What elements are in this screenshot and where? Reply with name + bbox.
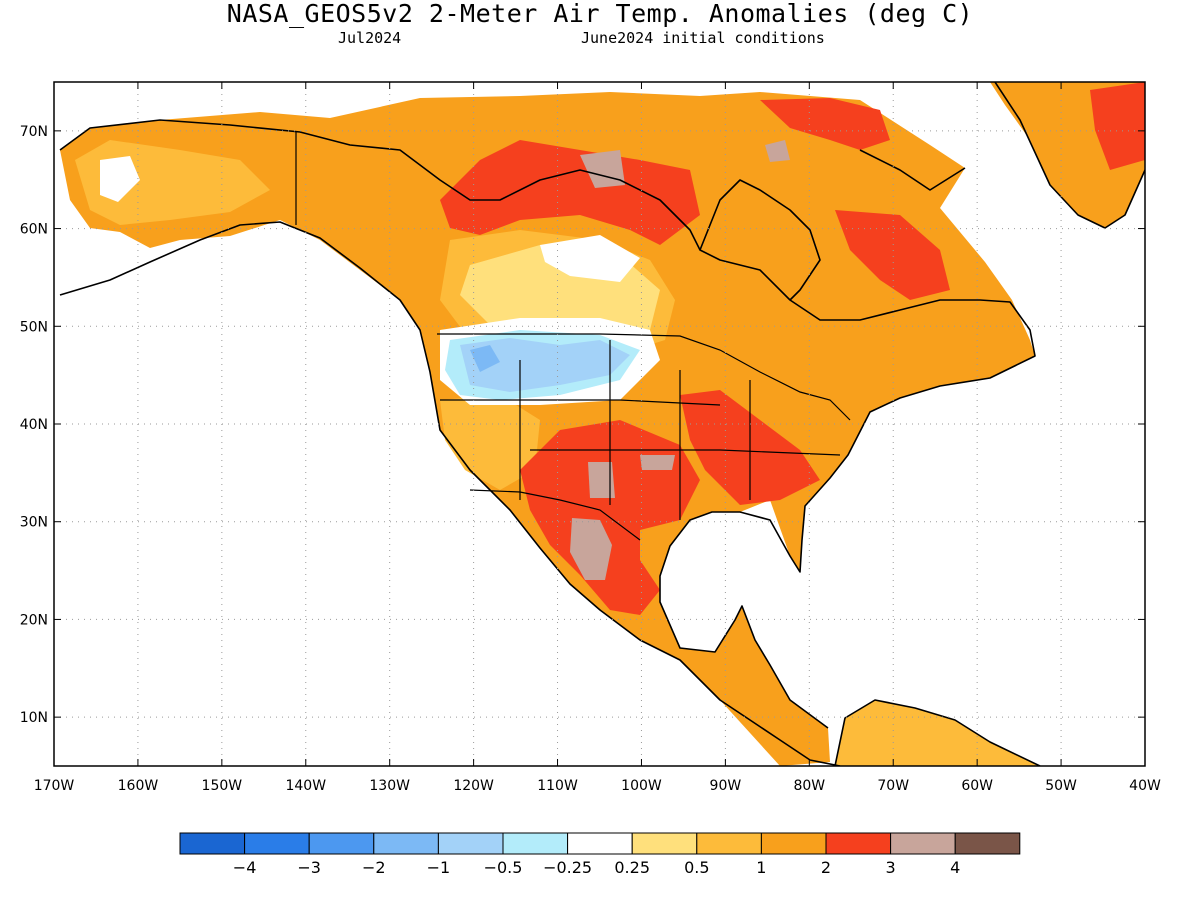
anomaly-region-2to3-greenland (1090, 82, 1145, 170)
anomaly-region-2to3-baffin (760, 98, 890, 150)
lon-tick-label-12: 50W (1045, 778, 1077, 794)
lon-tick-label-2: 150W (202, 778, 243, 794)
anomaly-region-neutral-canada (540, 235, 640, 282)
colorbar-swatch-3 (373, 832, 439, 855)
lon-tick-label-1: 160W (118, 778, 159, 794)
lat-tick-label-6: 10N (20, 710, 48, 726)
anomaly-region-gt3-oklahoma (640, 455, 675, 470)
anomaly-region-neutral-alaska (100, 156, 140, 202)
colorbar-label-1: −3 (297, 858, 321, 877)
lon-tick-label-6: 110W (537, 778, 578, 794)
colorbar-swatch-0 (179, 832, 246, 855)
lat-tick-label-5: 20N (20, 612, 48, 628)
colorbar-swatch-4 (437, 832, 504, 855)
latitude-ticks: 70N 60N 50N 40N 30N 20N 10N (20, 124, 1145, 726)
lon-tick-label-4: 130W (369, 778, 410, 794)
lon-tick-label-5: 120W (453, 778, 494, 794)
colorbar-label-7: 0.5 (684, 858, 709, 877)
colorbar-label-9: 2 (821, 858, 831, 877)
lat-tick-label-1: 60N (20, 222, 48, 238)
colorbar-label-4: −0.5 (484, 858, 523, 877)
lon-tick-label-3: 140W (285, 778, 326, 794)
colorbar-label-6: 0.25 (614, 858, 650, 877)
longitude-ticks: 170W 160W 150W 140W 130W 120W 110W 100W 90W 80W 70… (34, 82, 1161, 794)
lon-tick-label-9: 80W (793, 778, 825, 794)
coastlines (59, 82, 1145, 766)
colorbar-swatch-7 (631, 832, 698, 855)
colorbar-label-10: 3 (886, 858, 896, 877)
anomaly-region-1to2-south-america (835, 700, 1040, 766)
lat-tick-label-4: 30N (20, 515, 48, 531)
lat-tick-label-2: 50N (20, 319, 48, 335)
lon-tick-label-0: 170W (34, 778, 75, 794)
anomaly-region-m1-northwest (460, 338, 630, 392)
colorbar-swatch-9 (760, 832, 827, 855)
colorbar-swatch-2 (308, 832, 375, 855)
colorbar-swatch-11 (890, 832, 956, 855)
colorbar-swatch-8 (696, 832, 762, 855)
anomaly-region-m2-northwest (470, 345, 500, 372)
colorbar-swatch-5 (502, 832, 569, 855)
colorbar-swatch-6 (567, 832, 633, 855)
anomaly-region-2to3-labrador (835, 210, 950, 300)
lon-tick-label-10: 70W (877, 778, 909, 794)
colorbar-swatch-12 (954, 832, 1021, 855)
lat-tick-label-3: 40N (20, 417, 48, 433)
colorbar-label-0: −4 (233, 858, 257, 877)
lon-tick-label-7: 100W (621, 778, 662, 794)
colorbar-label-5: −0.25 (543, 858, 592, 877)
anomaly-region-gt3-baffin (765, 140, 790, 162)
colorbar-swatch-10 (825, 832, 892, 855)
colorbar-swatch-1 (244, 832, 310, 855)
colorbar-label-8: 1 (756, 858, 766, 877)
colorbar-label-3: −1 (427, 858, 451, 877)
anomaly-region-1to2-north-america (60, 92, 1035, 766)
map-field (59, 82, 1145, 766)
anomaly-region-0.5to1-west (440, 395, 540, 490)
colorbar-label-2: −2 (362, 858, 386, 877)
forecast-month: Jul2024 (338, 29, 402, 47)
lat-tick-label-0: 70N (20, 124, 48, 140)
colorbar: −4 −3 −2 −1 −0.5 −0.25 0.25 0.5 1 2 3 4 (179, 832, 1021, 877)
anomaly-region-gt3-texas (588, 462, 615, 498)
lon-tick-label-11: 60W (961, 778, 993, 794)
chart-title: NASA_GEOS5v2 2-Meter Air Temp. Anomalies… (226, 0, 974, 28)
initial-conditions-label: June2024 initial conditions (581, 29, 825, 47)
anomaly-region-gt3-southwest (570, 518, 612, 580)
colorbar-label-11: 4 (950, 858, 960, 877)
graticule (54, 82, 1145, 766)
lon-tick-label-8: 90W (710, 778, 742, 794)
anomaly-region-2to3-arctic (440, 140, 700, 245)
political-borders (295, 132, 851, 541)
lon-tick-label-13: 40W (1129, 778, 1161, 794)
